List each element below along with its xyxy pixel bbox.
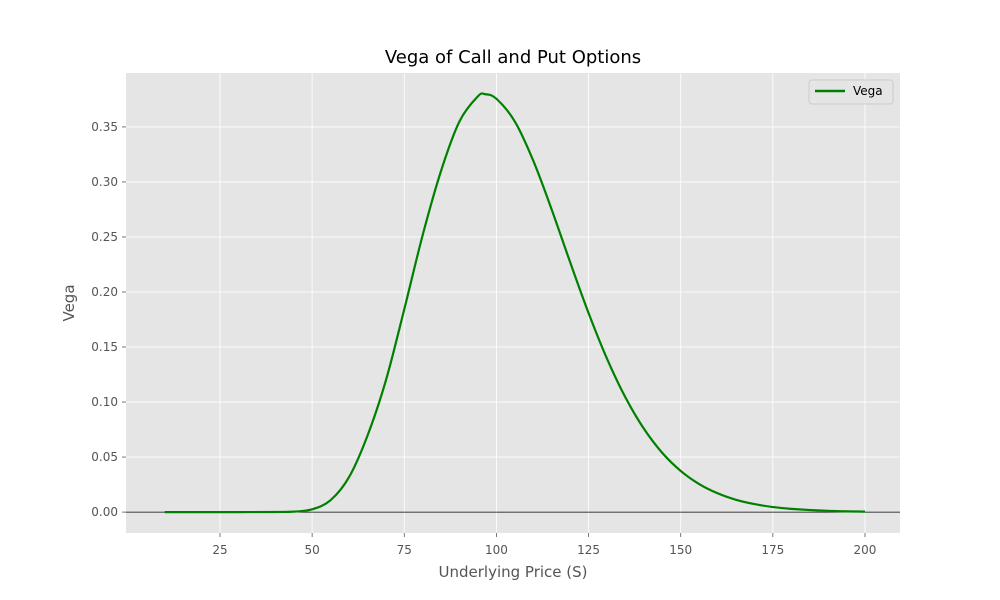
x-axis-label: Underlying Price (S)	[439, 563, 588, 581]
y-tick-label: 0.35	[91, 120, 118, 134]
legend-label-vega: Vega	[853, 84, 883, 98]
x-tick-label: 125	[577, 543, 600, 557]
series-line-vega	[164, 92, 866, 514]
legend: Vega	[808, 79, 894, 105]
series-lines	[164, 92, 866, 514]
x-tick-label: 150	[669, 543, 692, 557]
gridlines	[126, 73, 900, 533]
legend-box	[808, 79, 894, 105]
x-tick-label: 200	[854, 543, 877, 557]
x-tick-label: 75	[397, 543, 412, 557]
y-tick-label: 0.25	[91, 230, 118, 244]
y-axis-ticks: 0.00 0.05 0.10 0.15 0.20 0.25 0.30 0.35	[91, 120, 126, 519]
x-tick-label: 25	[212, 543, 227, 557]
y-tick-label: 0.15	[91, 340, 118, 354]
y-tick-label: 0.30	[91, 175, 118, 189]
y-tick-label: 0.20	[91, 285, 118, 299]
x-tick-label: 175	[761, 543, 784, 557]
y-tick-label: 0.05	[91, 450, 118, 464]
chart-title: Vega of Call and Put Options	[385, 47, 641, 68]
plot-area	[126, 73, 900, 533]
y-tick-label: 0.10	[91, 395, 118, 409]
x-tick-label: 100	[485, 543, 508, 557]
y-axis-label: Vega	[60, 284, 78, 321]
y-tick-label: 0.00	[91, 505, 118, 519]
x-axis-ticks: 25 50 75 100 125 150 175 200	[212, 533, 876, 557]
x-tick-label: 50	[304, 543, 319, 557]
